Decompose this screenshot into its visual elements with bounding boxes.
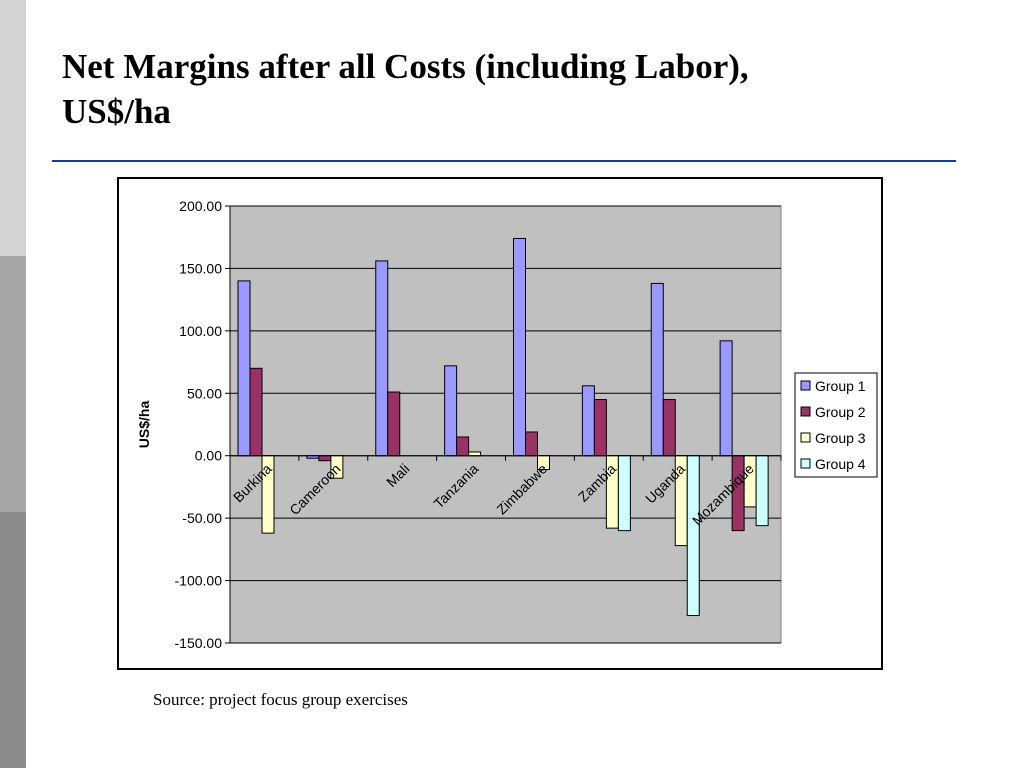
- bar-group-4: [755, 455, 769, 527]
- bar-group-1: [650, 282, 664, 457]
- bar-group-1: [513, 237, 526, 457]
- bar-group-2: [387, 391, 401, 457]
- source-note: Source: project focus group exercises: [153, 690, 408, 709]
- legend-label: Group 2: [815, 404, 866, 420]
- bar-group-1: [444, 365, 458, 457]
- title-divider: [52, 160, 956, 162]
- y-tick-label: 200.00: [179, 198, 222, 214]
- bar-group-2: [249, 367, 263, 457]
- bar-group-1: [237, 280, 251, 457]
- y-tick-label: 150.00: [179, 260, 222, 276]
- bar-group-2: [525, 431, 538, 457]
- side-decoration-bottom: [0, 512, 26, 768]
- bar-group-4: [686, 455, 700, 617]
- slide-title: Net Margins after all Costs (including L…: [62, 44, 962, 134]
- slide-title-line-2: US$/ha: [62, 92, 171, 131]
- legend-swatch: [800, 380, 811, 391]
- legend-label: Group 1: [815, 378, 866, 394]
- bar-group-1: [581, 385, 595, 457]
- bar-group-2: [318, 455, 332, 462]
- bar-group-2: [456, 436, 470, 457]
- y-tick-label: -50.00: [182, 510, 222, 526]
- y-axis-label: US$/ha: [136, 401, 152, 449]
- bar-group-2: [593, 399, 607, 457]
- bar-group-4: [617, 455, 631, 532]
- y-tick-label: -150.00: [175, 635, 223, 651]
- bar-group-2: [662, 399, 676, 457]
- y-tick-label: 100.00: [179, 323, 222, 339]
- legend-swatch: [800, 406, 811, 417]
- y-tick-label: -100.00: [175, 573, 223, 589]
- legend-swatch: [800, 432, 811, 443]
- side-decoration-middle: [0, 256, 26, 512]
- y-tick-label: 50.00: [187, 385, 222, 401]
- chart-frame: 200.00 150.00 100.00 50.00 0.00 -50.00 -100.00…: [117, 177, 883, 670]
- slide-title-line-1: Net Margins after all Costs (including L…: [62, 47, 749, 86]
- legend-label: Group 3: [815, 430, 866, 446]
- side-decoration-top: [0, 0, 26, 256]
- bar-group-3: [468, 451, 482, 457]
- bar-group-1: [719, 340, 733, 457]
- legend-label: Group 4: [815, 456, 866, 472]
- legend-swatch: [800, 458, 811, 469]
- y-tick-label: 0.00: [195, 448, 222, 464]
- bar-chart: 200.00 150.00 100.00 50.00 0.00 -50.00 -100.00…: [136, 198, 878, 651]
- bar-group-1: [375, 260, 389, 457]
